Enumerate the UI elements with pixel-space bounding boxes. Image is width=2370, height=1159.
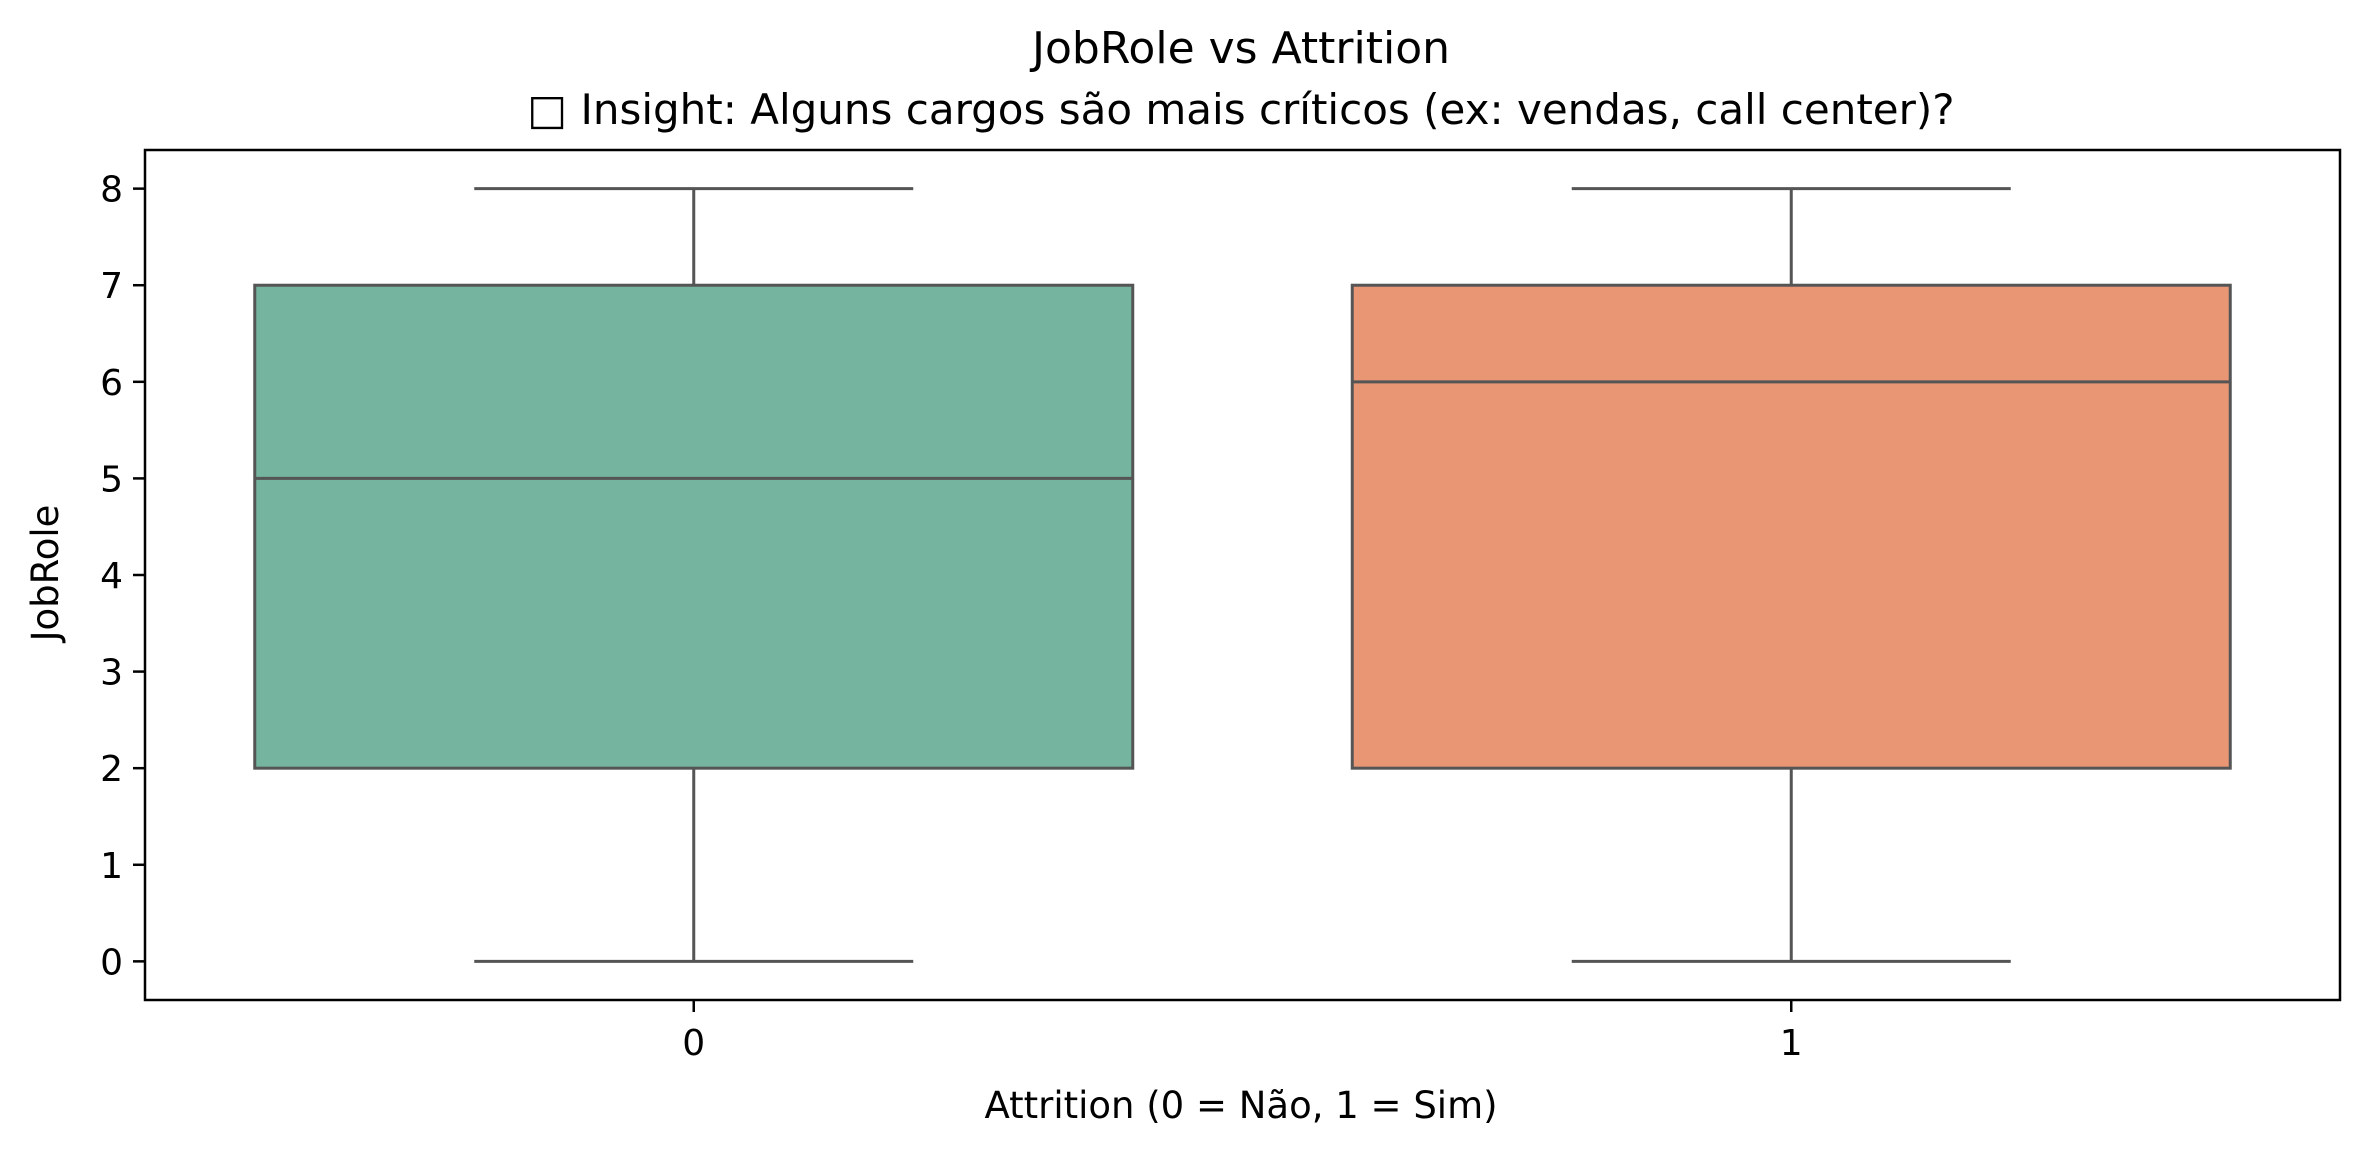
y-tick-label: 7 <box>100 266 123 307</box>
y-tick-label: 2 <box>100 749 123 790</box>
x-tick-label: 1 <box>1780 1023 1803 1064</box>
chart-title: JobRole vs Attrition <box>1029 23 1450 74</box>
chart-subtitle: □ Insight: Alguns cargos são mais crític… <box>527 85 1954 134</box>
y-tick-label: 5 <box>100 459 123 500</box>
y-axis-label: JobRole <box>24 505 67 644</box>
y-tick-label: 1 <box>100 846 123 887</box>
box-iqr <box>1350 283 2232 770</box>
y-tick-label: 8 <box>100 170 123 211</box>
plot-area: 0 1 2 3 4 5 6 7 8 0 1 <box>100 148 2342 1064</box>
y-tick-label: 6 <box>100 363 123 404</box>
x-tick-label: 0 <box>682 1023 705 1064</box>
y-tick-label: 0 <box>100 942 123 983</box>
x-axis-label: Attrition (0 = Não, 1 = Sim) <box>984 1084 1497 1127</box>
y-tick-label: 4 <box>100 556 123 597</box>
box-iqr <box>253 283 1135 770</box>
y-tick-label: 3 <box>100 653 123 694</box>
